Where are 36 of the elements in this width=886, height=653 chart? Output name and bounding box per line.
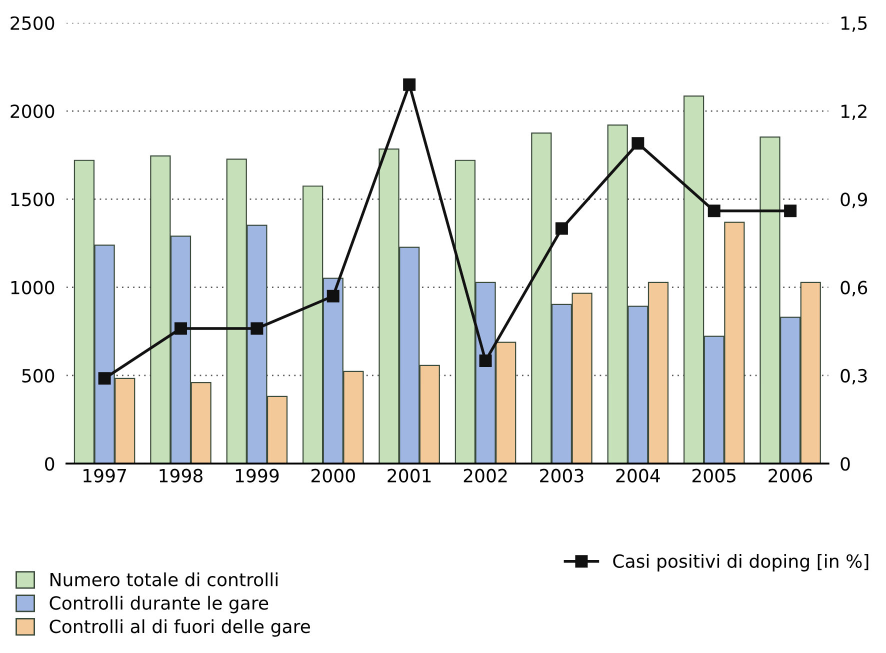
legend-label: Controlli al di fuori delle gare bbox=[50, 619, 310, 637]
point bbox=[326, 290, 340, 302]
x-tick-label: 1998 bbox=[160, 468, 202, 482]
x-tick-label: 2004 bbox=[616, 468, 660, 482]
x-tick-label: 2005 bbox=[692, 468, 736, 482]
point bbox=[784, 204, 797, 218]
x-tick-label: 2001 bbox=[388, 468, 431, 482]
legend-label: Casi positivi di doping [in %] bbox=[613, 554, 868, 572]
x-tick-label: 1999 bbox=[236, 468, 279, 482]
x-tick-label: 2000 bbox=[311, 468, 355, 482]
x-tick-label: 2006 bbox=[768, 468, 812, 482]
point bbox=[479, 354, 492, 368]
y-tick-label: 0 bbox=[45, 457, 54, 471]
x-tick-label: 1997 bbox=[84, 468, 126, 482]
point bbox=[250, 322, 264, 335]
point bbox=[632, 137, 644, 150]
point bbox=[98, 372, 111, 385]
point bbox=[555, 222, 568, 235]
y2-tick-label: 1,5 bbox=[842, 16, 867, 32]
x-tick-label: 2002 bbox=[464, 468, 507, 482]
point bbox=[174, 322, 187, 335]
point bbox=[403, 78, 416, 91]
legend-label: Numero totale di controlli bbox=[50, 572, 278, 586]
y2-tick-label: 0,9 bbox=[840, 192, 867, 208]
y-tick-label: 500 bbox=[22, 368, 54, 383]
y2-tick-label: 0,6 bbox=[840, 280, 868, 296]
y2-tick-label: 0,3 bbox=[840, 368, 867, 384]
point bbox=[708, 204, 720, 218]
y2-tick-label: 0 bbox=[840, 457, 850, 471]
y2-tick-label: 1,2 bbox=[842, 104, 866, 120]
y-tick-label: 1000 bbox=[11, 280, 54, 294]
legend-label: Controlli durante le gare bbox=[50, 596, 268, 614]
y-tick-label: 1500 bbox=[11, 192, 54, 206]
x-tick-label: 2003 bbox=[540, 468, 584, 482]
y-tick-label: 2000 bbox=[10, 104, 54, 118]
y-tick-label: 2500 bbox=[10, 16, 54, 30]
